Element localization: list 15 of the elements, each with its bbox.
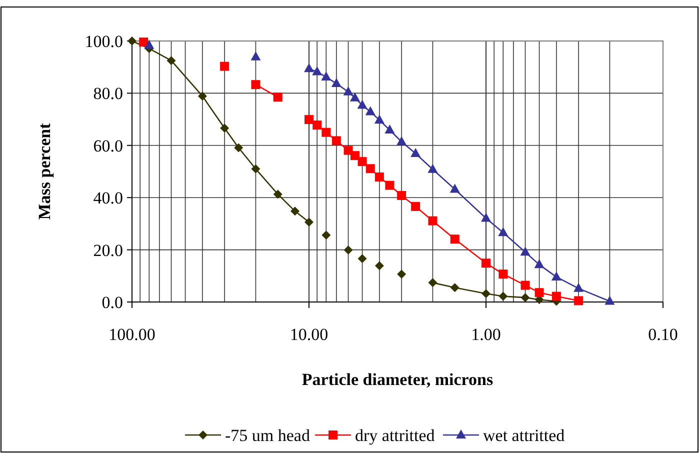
x-tick-label: 1.00 xyxy=(471,325,501,344)
x-tick-label: 100.00 xyxy=(108,325,156,344)
y-tick-label: 100.0 xyxy=(84,32,123,51)
legend-label: -75 um head xyxy=(225,426,310,445)
y-tick-label: 80.0 xyxy=(93,84,123,104)
x-tick-label: 0.10 xyxy=(648,325,678,344)
y-tick-label: 20.0 xyxy=(93,240,123,260)
x-tick-label: 10.00 xyxy=(290,325,328,344)
legend-label: dry attritted xyxy=(355,426,436,445)
y-tick-label: 40.0 xyxy=(93,188,123,208)
y-tick-label: 60.0 xyxy=(93,136,123,156)
legend-label: wet attritted xyxy=(483,426,566,445)
y-axis-title: Mass percent xyxy=(35,122,54,220)
y-tick-label: 0.0 xyxy=(102,293,123,312)
x-axis-title: Particle diameter, microns xyxy=(302,370,494,389)
